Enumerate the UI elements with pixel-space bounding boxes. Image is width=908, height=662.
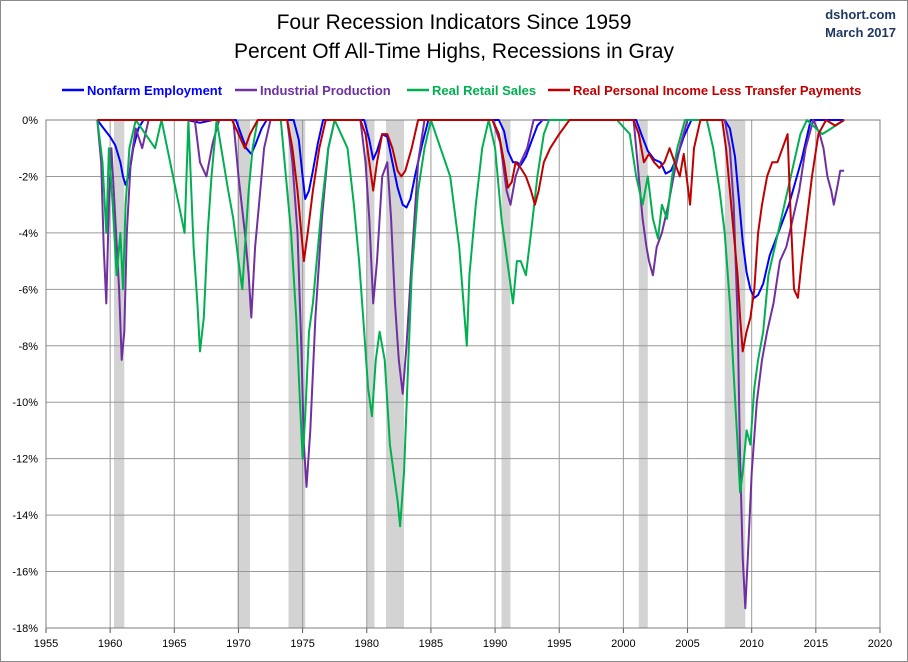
recession-band-5: [386, 120, 404, 628]
y-tick-label: 0%: [22, 115, 38, 127]
x-tick-label: 1995: [547, 638, 571, 650]
y-tick-label: -16%: [12, 567, 38, 579]
x-tick-label: 2015: [804, 638, 828, 650]
x-tick-label: 2010: [739, 638, 763, 650]
x-tick-label: 2020: [868, 638, 892, 650]
x-tick-label: 1970: [226, 638, 250, 650]
x-tick-label: 1955: [34, 638, 58, 650]
legend-label-4: Real Personal Income Less Transfer Payme…: [573, 83, 861, 98]
x-tick-label: 1960: [98, 638, 122, 650]
y-tick-label: -12%: [12, 454, 38, 466]
x-tick-label: 1965: [162, 638, 186, 650]
source-label: dshort.com: [825, 7, 896, 22]
date-label: March 2017: [825, 25, 896, 40]
y-tick-label: -2%: [18, 171, 38, 183]
series-line-4: [97, 119, 845, 353]
x-tick-label: 1990: [483, 638, 507, 650]
legend-label-1: Nonfarm Employment: [87, 83, 223, 98]
recession-band-7: [638, 120, 648, 628]
title-line-2: Percent Off All-Time Highs, Recessions i…: [234, 40, 674, 63]
y-tick-label: -18%: [12, 623, 38, 635]
x-tick-label: 2005: [675, 638, 699, 650]
x-tick-label: 1980: [355, 638, 379, 650]
chart-title: Four Recession Indicators Since 1959 Per…: [0, 8, 908, 66]
y-tick-label: -8%: [18, 341, 38, 353]
legend-label-3: Real Retail Sales: [432, 83, 536, 98]
plot-area: [46, 120, 880, 628]
y-tick-label: -14%: [12, 510, 38, 522]
series-line-3: [96, 119, 845, 528]
source-block: dshort.com March 2017: [825, 6, 896, 42]
x-tick-label: 2000: [611, 638, 635, 650]
x-tick-label: 1975: [290, 638, 314, 650]
x-tick-label: 1985: [419, 638, 443, 650]
y-tick-label: -10%: [12, 397, 38, 409]
recession-band-6: [501, 120, 511, 628]
recession-band-1: [114, 120, 125, 628]
recession-band-8: [724, 120, 746, 628]
title-line-1: Four Recession Indicators Since 1959: [276, 11, 632, 34]
legend-label-2: Industrial Production: [260, 83, 391, 98]
y-tick-label: -6%: [18, 284, 38, 296]
series-line-2: [96, 119, 845, 610]
recession-band-4: [366, 120, 375, 628]
y-tick-label: -4%: [18, 228, 38, 240]
